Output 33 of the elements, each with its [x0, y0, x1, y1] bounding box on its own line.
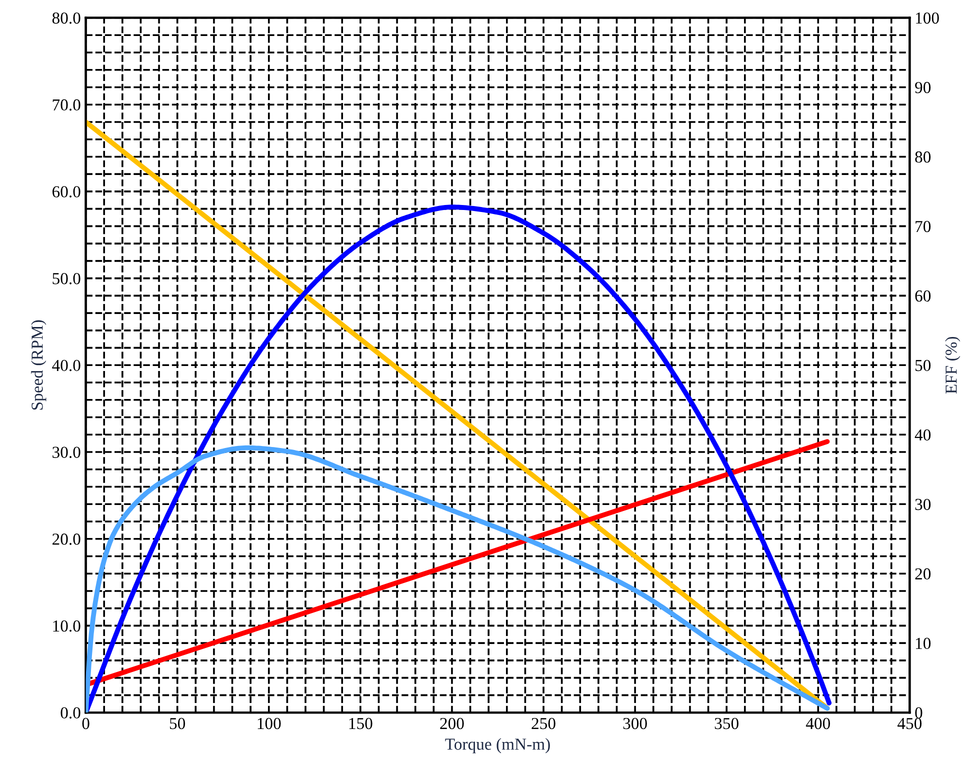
y2-tick-label: 50	[916, 360, 931, 372]
y2-tick-label: 60	[915, 290, 931, 302]
y-tick-label: 40.0	[52, 360, 80, 372]
x-tick-label: 400	[806, 718, 830, 730]
y2-tick-label: 90	[915, 82, 931, 94]
x-tick-label: 100	[258, 718, 281, 730]
y-tick-label: 0.0	[60, 707, 80, 719]
y2-tick-label: 100	[916, 12, 939, 24]
y2-tick-label: 20	[915, 568, 931, 580]
y2-tick-label: 40	[914, 429, 931, 441]
x-tick-label: 50	[170, 718, 186, 730]
y-axis-title: Speed (RPM)	[31, 320, 46, 410]
y-tick-label: 80.0	[52, 12, 80, 24]
x-tick-label: 450	[898, 718, 922, 730]
y2-tick-label: 0	[915, 707, 922, 719]
y2-tick-label: 30	[915, 498, 931, 510]
x-tick-label: 150	[349, 718, 372, 730]
y-tick-label: 30.0	[52, 446, 80, 458]
y2-axis-title: EFF (%)	[945, 336, 960, 394]
x-tick-label: 350	[714, 718, 738, 730]
y-tick-label: 10.0	[53, 620, 80, 632]
y-tick-label: 50.0	[52, 273, 80, 284]
x-tick-label: 0	[82, 718, 90, 730]
x-tick-label: 250	[532, 718, 556, 730]
y2-tick-label: 80	[915, 151, 931, 163]
x-tick-label: 300	[623, 718, 647, 730]
x-tick-label: 200	[440, 718, 464, 730]
x-axis-title: Torque (mN-m)	[445, 738, 550, 754]
y-tick-label: 70.0	[52, 99, 80, 111]
y2-tick-label: 10	[916, 638, 931, 650]
y-tick-label: 20.0	[52, 534, 80, 545]
y2-tick-label: 70	[916, 220, 931, 232]
y-tick-label: 60.0	[52, 186, 80, 198]
